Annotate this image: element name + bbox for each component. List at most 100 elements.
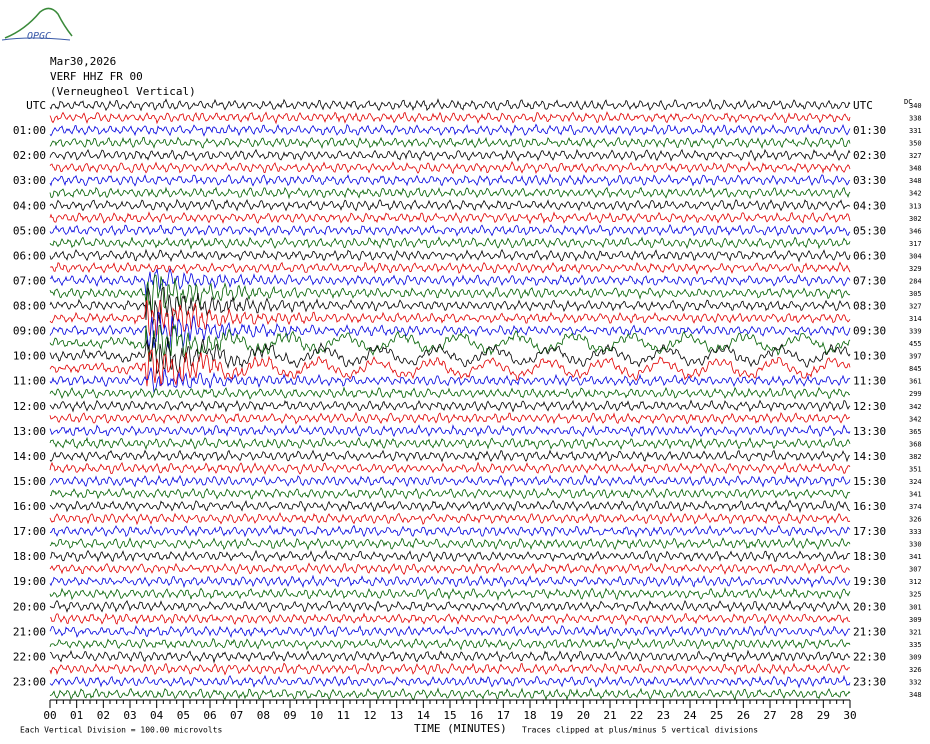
right-time-label: 17:30 [853,525,886,538]
trace [49,662,851,676]
left-time-label: 14:00 [13,450,46,463]
trace [49,160,851,175]
dc-value: 326 [909,666,922,674]
trace [49,274,851,312]
dc-value: 342 [909,415,922,423]
x-tick-label: 30 [843,709,856,722]
dc-value: 309 [909,653,922,661]
logo-text: OPGC [27,31,51,42]
dc-value: 361 [909,378,922,386]
x-axis-title: TIME (MINUTES) [414,722,507,735]
right-time-label: 11:30 [853,375,886,388]
trace [49,248,851,263]
dc-value: 351 [909,465,922,473]
x-tick-label: 13 [390,709,403,722]
dc-value: 313 [909,202,922,210]
trace [49,173,851,187]
trace [49,198,851,212]
trace [49,587,851,601]
x-tick-label: 09 [283,709,296,722]
x-tick-label: 07 [230,709,243,722]
dc-value: 309 [909,616,922,624]
dc-value: 326 [909,516,922,524]
dc-value: 299 [909,390,922,398]
left-time-label: 23:00 [13,675,46,688]
x-tick-label: 01 [70,709,83,722]
dc-value: 327 [909,152,922,160]
left-time-label: 01:00 [13,124,46,137]
left-time-label: 17:00 [13,525,46,538]
left-time-label: 19:00 [13,575,46,588]
left-time-label: 18:00 [13,550,46,563]
right-time-label: 14:30 [853,450,886,463]
trace [49,136,851,150]
x-tick-label: 18 [523,709,536,722]
dc-value: 368 [909,440,922,448]
trace [49,111,851,125]
dc-value: 317 [909,240,922,248]
x-tick-label: 19 [550,709,563,722]
x-tick-label: 12 [363,709,376,722]
trace [49,367,851,394]
right-time-label: 21:30 [853,625,886,638]
dc-value: 305 [909,290,922,298]
right-time-label: 07:30 [853,274,886,287]
dc-value: 845 [909,365,922,373]
right-time-label: 09:30 [853,325,886,338]
trace [49,562,850,575]
right-time-label: 05:30 [853,224,886,237]
dc-value: 321 [909,628,922,636]
x-tick-label: 21 [603,709,616,722]
x-tick-label: 06 [203,709,216,722]
trace [49,499,851,513]
left-time-label: 07:00 [13,274,46,287]
scale-note: Each Vertical Division = 100.00 microvol… [20,726,222,735]
dc-value: 330 [909,541,922,549]
left-time-label: 22:00 [13,650,46,663]
dc-value: 329 [909,265,922,273]
x-tick-label: 05 [177,709,190,722]
trace [49,186,851,200]
dc-value: 304 [909,252,922,260]
x-tick-label: 27 [763,709,776,722]
trace [49,511,851,526]
x-tick-label: 17 [497,709,510,722]
dc-value: 339 [909,328,922,336]
right-time-label: 22:30 [853,650,886,663]
x-tick-label: 25 [710,709,723,722]
x-tick-label: 16 [470,709,483,722]
trace [49,349,851,387]
right-time-label: 13:30 [853,425,886,438]
clip-note: Traces clipped at plus/minus 5 vertical … [522,726,758,735]
dc-value: 341 [909,553,922,561]
left-time-label: 08:00 [13,300,46,313]
x-tick-label: 08 [257,709,270,722]
right-time-label: 20:30 [853,600,886,613]
left-time-label: 04:00 [13,199,46,212]
dc-value: 331 [909,127,922,135]
x-tick-label: 11 [337,709,350,722]
trace [49,148,851,162]
date: Mar30,2026 [50,55,116,68]
trace [49,211,851,225]
trace [50,487,851,500]
dc-value: 302 [909,215,922,223]
dc-value: 325 [909,591,922,599]
trace [49,674,851,689]
trace [49,649,851,664]
trace [49,474,851,488]
trace [49,537,851,551]
x-tick-label: 03 [123,709,136,722]
left-time-label: 12:00 [13,400,46,413]
left-time-label: 21:00 [13,625,46,638]
dc-value: 307 [909,566,922,574]
x-tick-label: 29 [817,709,830,722]
trace [49,637,851,651]
x-tick-label: 00 [43,709,56,722]
dc-value: 335 [909,641,922,649]
trace [49,449,851,463]
dc-value: 346 [909,227,922,235]
left-time-label: 02:00 [13,149,46,162]
x-tick-label: 14 [417,709,431,722]
